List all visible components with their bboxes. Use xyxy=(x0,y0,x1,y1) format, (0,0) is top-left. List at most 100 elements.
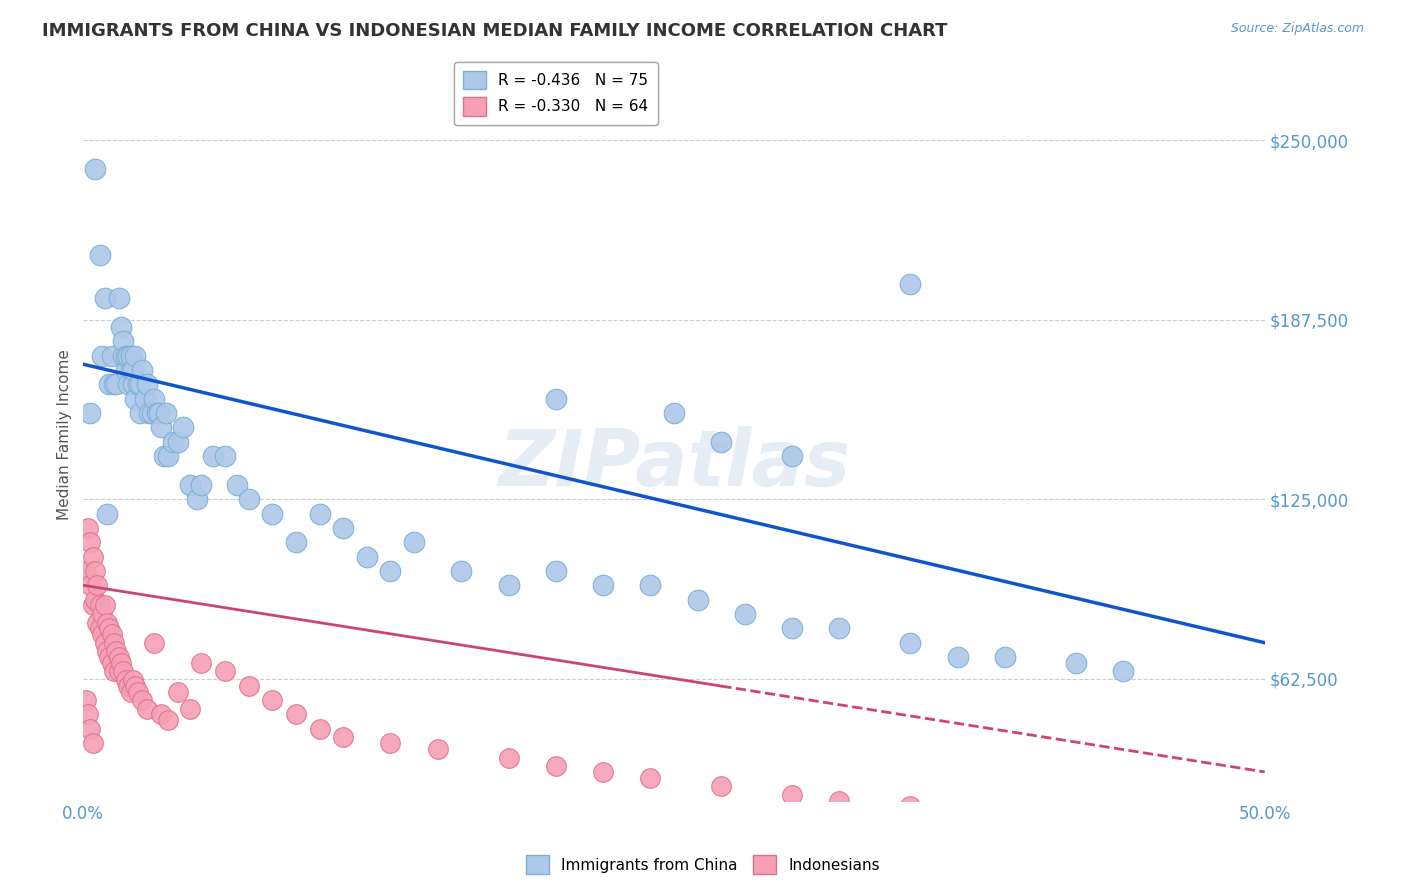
Point xyxy=(179,702,201,716)
Point xyxy=(828,794,851,808)
Point xyxy=(103,665,125,679)
Point xyxy=(100,656,122,670)
Point xyxy=(157,713,180,727)
Point xyxy=(107,291,129,305)
Point xyxy=(544,392,567,406)
Point xyxy=(91,607,114,621)
Point xyxy=(122,673,145,687)
Point xyxy=(166,684,188,698)
Point xyxy=(117,349,139,363)
Point xyxy=(122,363,145,377)
Point xyxy=(166,434,188,449)
Point xyxy=(100,627,122,641)
Text: ZIPatlas: ZIPatlas xyxy=(498,425,851,502)
Point xyxy=(127,377,149,392)
Point xyxy=(898,799,921,814)
Point xyxy=(141,406,163,420)
Point xyxy=(84,592,107,607)
Point xyxy=(238,492,260,507)
Point xyxy=(134,392,156,406)
Point xyxy=(96,615,118,630)
Point xyxy=(190,478,212,492)
Point xyxy=(450,564,472,578)
Point xyxy=(380,564,402,578)
Point xyxy=(86,615,108,630)
Point xyxy=(498,578,520,592)
Point xyxy=(120,349,142,363)
Point xyxy=(114,673,136,687)
Point xyxy=(77,707,100,722)
Point xyxy=(734,607,756,621)
Point xyxy=(75,693,97,707)
Legend: Immigrants from China, Indonesians: Immigrants from China, Indonesians xyxy=(520,849,886,880)
Point xyxy=(103,377,125,392)
Point xyxy=(112,334,135,349)
Point xyxy=(710,434,733,449)
Point xyxy=(404,535,426,549)
Point xyxy=(145,406,167,420)
Point xyxy=(262,507,284,521)
Point xyxy=(150,707,173,722)
Point xyxy=(84,161,107,176)
Point xyxy=(138,406,160,420)
Point xyxy=(994,650,1017,665)
Point xyxy=(79,406,101,420)
Point xyxy=(828,621,851,635)
Point xyxy=(157,449,180,463)
Point xyxy=(136,377,159,392)
Point xyxy=(155,406,177,420)
Point xyxy=(150,420,173,434)
Point xyxy=(898,636,921,650)
Point xyxy=(100,349,122,363)
Point xyxy=(82,736,104,750)
Point xyxy=(162,434,184,449)
Point xyxy=(308,507,330,521)
Point xyxy=(93,291,115,305)
Point xyxy=(107,665,129,679)
Point xyxy=(89,599,111,613)
Point xyxy=(284,707,307,722)
Point xyxy=(82,549,104,564)
Point xyxy=(110,319,132,334)
Point xyxy=(332,731,354,745)
Point xyxy=(84,564,107,578)
Point xyxy=(114,363,136,377)
Point xyxy=(75,564,97,578)
Point xyxy=(308,722,330,736)
Text: IMMIGRANTS FROM CHINA VS INDONESIAN MEDIAN FAMILY INCOME CORRELATION CHART: IMMIGRANTS FROM CHINA VS INDONESIAN MEDI… xyxy=(42,22,948,40)
Point xyxy=(190,656,212,670)
Point xyxy=(117,377,139,392)
Point xyxy=(77,521,100,535)
Point xyxy=(82,599,104,613)
Point xyxy=(214,449,236,463)
Point xyxy=(79,578,101,592)
Point xyxy=(898,277,921,291)
Point xyxy=(332,521,354,535)
Point xyxy=(91,627,114,641)
Point xyxy=(98,650,121,665)
Point xyxy=(152,449,174,463)
Point xyxy=(103,636,125,650)
Point xyxy=(662,406,685,420)
Point xyxy=(129,406,152,420)
Point xyxy=(124,392,146,406)
Point xyxy=(124,679,146,693)
Point xyxy=(780,621,803,635)
Point xyxy=(122,377,145,392)
Point xyxy=(592,764,614,779)
Point xyxy=(148,406,170,420)
Point xyxy=(79,722,101,736)
Legend: R = -0.436   N = 75, R = -0.330   N = 64: R = -0.436 N = 75, R = -0.330 N = 64 xyxy=(454,62,658,125)
Point xyxy=(79,535,101,549)
Point xyxy=(96,507,118,521)
Point xyxy=(131,363,153,377)
Point xyxy=(179,478,201,492)
Point xyxy=(202,449,225,463)
Point xyxy=(380,736,402,750)
Point xyxy=(136,702,159,716)
Point xyxy=(89,248,111,262)
Text: Source: ZipAtlas.com: Source: ZipAtlas.com xyxy=(1230,22,1364,36)
Point xyxy=(544,759,567,773)
Point xyxy=(262,693,284,707)
Point xyxy=(96,644,118,658)
